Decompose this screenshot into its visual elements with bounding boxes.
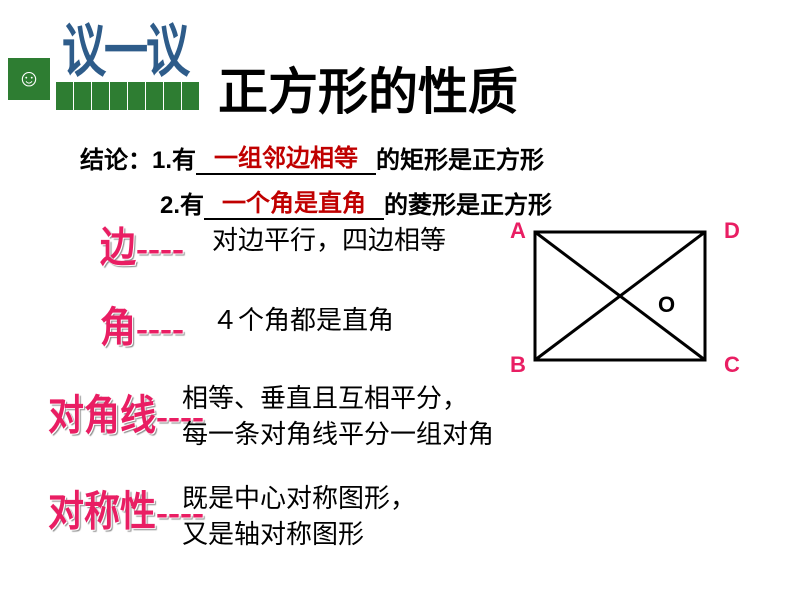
conclusion-1-blank: 一组邻边相等 xyxy=(196,147,376,175)
desc-diagonal-line2: 每一条对角线平分一组对角 xyxy=(182,419,494,449)
vertex-label-c: C xyxy=(724,352,740,378)
category-diagonal-label: 对角线---- xyxy=(48,382,204,442)
conclusion-1-post: 的矩形是正方形 xyxy=(376,147,544,174)
conclusion-2-post: 的菱形是正方形 xyxy=(384,192,552,219)
discuss-header: 议一议 xyxy=(62,4,188,87)
conclusion-line-2: 2.有一个角是直角的菱形是正方形 xyxy=(160,185,552,222)
vertex-label-b: B xyxy=(510,352,526,378)
desc-diagonal-line1: 相等、垂直且互相平分， xyxy=(182,383,468,413)
desc-symmetry-line1: 既是中心对称图形， xyxy=(182,483,416,513)
category-angle-label: 角---- xyxy=(100,294,184,354)
desc-edge: 对边平行，四边相等 xyxy=(212,222,446,258)
desc-diagonal: 相等、垂直且互相平分， 每一条对角线平分一组对角 xyxy=(182,380,494,453)
conclusion-1-num: 1. xyxy=(152,147,172,174)
desc-symmetry-line2: 又是轴对称图形 xyxy=(182,519,364,549)
conclusion-2-fill: 一个角是直角 xyxy=(222,190,366,217)
square-diagram xyxy=(520,224,720,374)
conclusion-line-1: 结论：1.有一组邻边相等的矩形是正方形 xyxy=(80,140,544,177)
vertex-label-d: D xyxy=(724,218,740,244)
conclusion-prefix: 结论： xyxy=(80,147,152,174)
desc-symmetry: 既是中心对称图形， 又是轴对称图形 xyxy=(182,480,416,553)
conclusion-1-fill: 一组邻边相等 xyxy=(214,145,358,172)
category-symmetry-label: 对称性---- xyxy=(48,478,204,538)
vertex-label-a: A xyxy=(510,218,526,244)
category-edge-label: 边---- xyxy=(100,214,184,274)
conclusion-1-pre: 有 xyxy=(172,147,196,174)
main-title: 正方形的性质 xyxy=(218,52,518,124)
conclusion-2-blank: 一个角是直角 xyxy=(204,192,384,220)
vertex-label-o: O xyxy=(658,292,675,318)
desc-angle: ４个角都是直角 xyxy=(212,302,394,338)
smiley-icon: ☺ xyxy=(8,58,50,100)
